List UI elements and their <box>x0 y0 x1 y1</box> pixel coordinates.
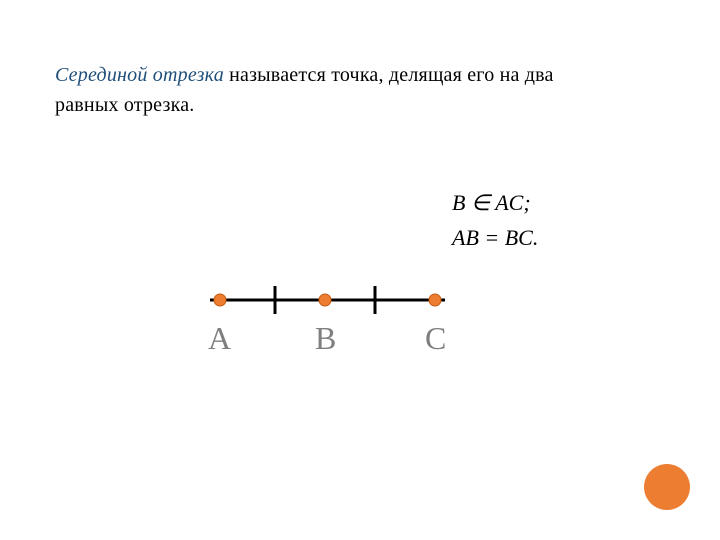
point-label: А <box>208 320 231 357</box>
slide: Серединой отрезка называется точка, деля… <box>0 0 720 540</box>
point-label: В <box>315 320 336 357</box>
segment-point <box>214 294 226 306</box>
segment-point <box>319 294 331 306</box>
segment-svg <box>195 280 475 320</box>
segment-point <box>429 294 441 306</box>
formula-line-1: B ∈ AC; <box>452 185 538 220</box>
point-label: С <box>425 320 446 357</box>
segment-diagram <box>195 280 475 320</box>
corner-circle-icon <box>644 464 690 510</box>
definition-italic: Серединой отрезка <box>55 64 224 86</box>
definition-text: Серединой отрезка называется точка, деля… <box>55 60 615 120</box>
formulas: B ∈ AC; AB = BC. <box>452 185 538 255</box>
formula-line-2: AB = BC. <box>452 220 538 255</box>
